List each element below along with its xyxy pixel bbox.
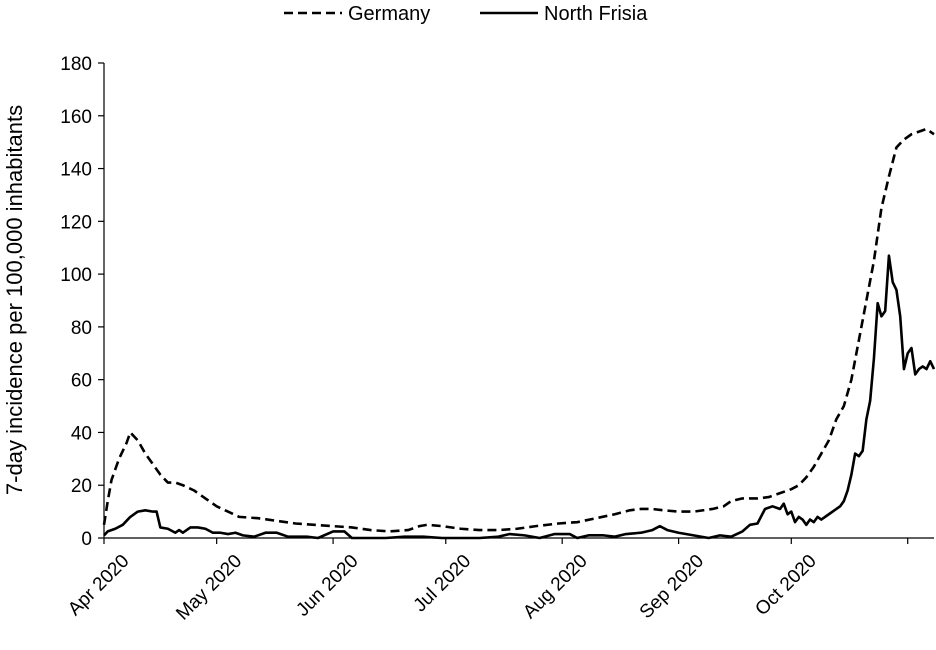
y-tick-label: 140 <box>60 160 92 181</box>
y-tick-label: 100 <box>60 265 92 286</box>
legend-label-germany: Germany <box>348 3 430 25</box>
y-tick-label: 120 <box>60 212 92 233</box>
series-layer <box>102 127 936 540</box>
x-tick-label: May 2020 <box>172 551 246 625</box>
x-tick-label: Apr 2020 <box>64 551 133 620</box>
y-tick-label: 20 <box>71 476 92 497</box>
y-axis-title: 7-day incidence per 100,000 inhabitants <box>2 105 27 495</box>
series-line-north-frisia <box>103 254 936 540</box>
y-tick-label: 60 <box>71 371 92 392</box>
y-tick-label: 0 <box>81 529 92 550</box>
series-line-germany <box>102 127 935 533</box>
x-axis-ticks: Apr 2020 May 2020 Jun 2020 Jul 2020 Aug 2020… <box>64 538 909 625</box>
y-tick-label: 180 <box>60 54 92 75</box>
x-tick-label: Jun 2020 <box>292 551 362 621</box>
x-tick-label: Sep 2020 <box>636 551 708 623</box>
y-axis-ticks: 0 20 40 60 80 100 120 140 160 180 <box>60 54 104 550</box>
legend: Germany North Frisia <box>284 3 648 25</box>
y-tick-label: 80 <box>71 318 92 339</box>
y-tick-label: 160 <box>60 107 92 128</box>
x-tick-label: Aug 2020 <box>519 551 591 623</box>
x-tick-label: Jul 2020 <box>410 551 476 617</box>
legend-label-north-frisia: North Frisia <box>544 3 648 25</box>
x-tick-label: Oct 2020 <box>751 551 820 620</box>
y-tick-label: 40 <box>71 423 92 444</box>
